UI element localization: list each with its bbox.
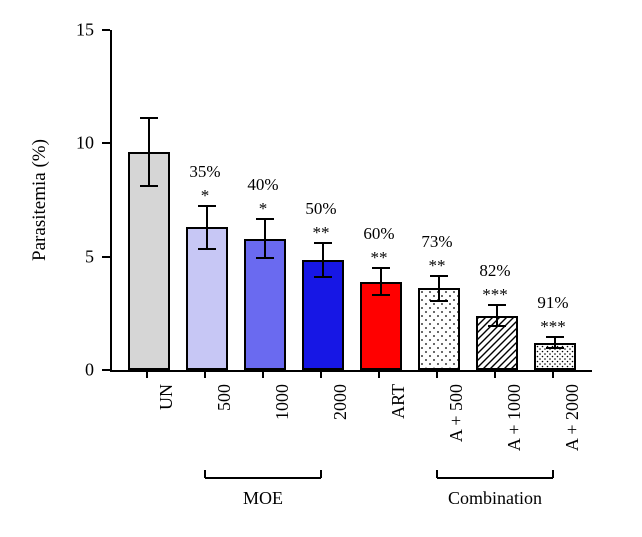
plot-area xyxy=(110,30,592,372)
group-bracket xyxy=(205,477,321,479)
y-axis-label: Parasitemia (%) xyxy=(29,139,51,261)
y-tick-label: 15 xyxy=(0,20,94,41)
y-tick xyxy=(102,142,110,144)
error-cap xyxy=(140,117,158,119)
x-tick xyxy=(146,370,148,378)
significance-label: * xyxy=(201,186,210,206)
significance-label: *** xyxy=(482,285,508,305)
x-tick-label: 1000 xyxy=(272,384,293,484)
pct-label: 60% xyxy=(363,224,394,244)
error-bar xyxy=(148,118,150,186)
y-tick xyxy=(102,256,110,258)
error-bar xyxy=(438,276,440,301)
y-tick-label: 0 xyxy=(0,360,94,381)
x-tick xyxy=(262,370,264,378)
error-bar xyxy=(264,219,266,258)
y-tick xyxy=(102,369,110,371)
group-label: MOE xyxy=(243,488,283,509)
group-bracket xyxy=(437,477,553,479)
x-tick xyxy=(320,370,322,378)
x-tick xyxy=(494,370,496,378)
error-cap xyxy=(372,294,390,296)
pct-label: 40% xyxy=(247,175,278,195)
error-cap xyxy=(314,276,332,278)
x-tick-label: A + 500 xyxy=(446,384,467,484)
error-cap xyxy=(256,257,274,259)
error-cap xyxy=(546,347,564,349)
x-tick-label: ART xyxy=(388,384,409,484)
pct-label: 73% xyxy=(421,232,452,252)
pct-label: 82% xyxy=(479,261,510,281)
x-tick xyxy=(204,370,206,378)
error-bar xyxy=(380,268,382,295)
x-tick xyxy=(436,370,438,378)
error-cap xyxy=(488,325,506,327)
group-label: Combination xyxy=(448,488,542,509)
error-bar xyxy=(206,206,208,249)
significance-label: ** xyxy=(313,223,330,243)
error-bar xyxy=(496,305,498,325)
x-tick xyxy=(552,370,554,378)
y-tick-label: 10 xyxy=(0,133,94,154)
pct-label: 50% xyxy=(305,199,336,219)
significance-label: * xyxy=(259,199,268,219)
x-tick-label: A + 2000 xyxy=(562,384,583,484)
significance-label: ** xyxy=(371,248,388,268)
significance-label: *** xyxy=(540,317,566,337)
x-tick-label: 2000 xyxy=(330,384,351,484)
x-tick-label: A + 1000 xyxy=(504,384,525,484)
significance-label: ** xyxy=(429,256,446,276)
error-cap xyxy=(140,185,158,187)
error-bar xyxy=(322,243,324,277)
x-tick xyxy=(378,370,380,378)
pct-label: 35% xyxy=(189,162,220,182)
error-cap xyxy=(198,248,216,250)
x-tick-label: UN xyxy=(156,384,177,484)
x-tick-label: 500 xyxy=(214,384,235,484)
pct-label: 91% xyxy=(537,293,568,313)
y-tick-label: 5 xyxy=(0,246,94,267)
error-cap xyxy=(430,300,448,302)
parasitemia-bar-chart: Parasitemia (%) 0 5 10 15 UN 500 35% * 1000 40% * 2… xyxy=(0,0,642,537)
y-tick xyxy=(102,29,110,31)
